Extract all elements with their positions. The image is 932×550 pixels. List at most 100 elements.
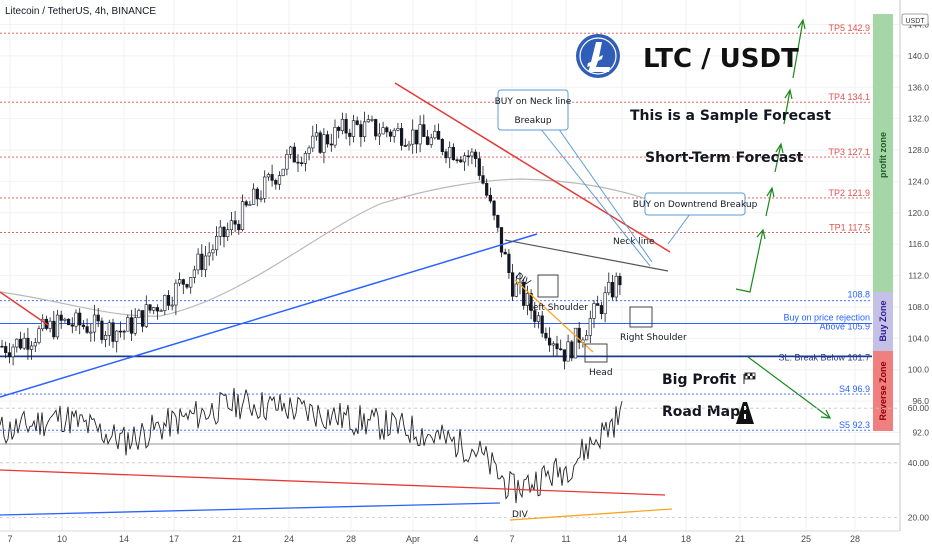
candle-up (170, 304, 174, 307)
level-label-1: TP4 134.1 (828, 92, 870, 102)
candle-up (303, 153, 308, 164)
downtrend-breakup-text: BUY on Downtrend Breakup (633, 200, 758, 210)
neck-breakup-text-2: Breakup (514, 116, 551, 126)
time-tick-label: 7 (509, 534, 514, 544)
candle-up (407, 143, 411, 147)
candle-down (325, 134, 330, 145)
candle-up (392, 129, 396, 137)
right-shoulder-label: Right Shoulder (620, 333, 687, 343)
candle-up (215, 236, 219, 251)
time-tick-label: 18 (681, 534, 691, 544)
candle-up (377, 133, 382, 137)
candle-down (270, 174, 274, 181)
candle-up (33, 342, 37, 347)
candle-down (570, 341, 574, 359)
time-axis[interactable]: 7 10 14 17 21 24 28 Apr 4 7 11 14 18 21 25 28 (7, 534, 860, 544)
early-downtrend-line (0, 291, 49, 326)
currency-badge-text: USDT (905, 18, 925, 25)
candle-up (566, 341, 570, 362)
candle-up (203, 255, 208, 270)
price-tick-label: 92.0 (912, 428, 929, 438)
short-term-note: Short-Term Forecast (645, 150, 804, 166)
candle-down (555, 343, 559, 350)
time-tick-label: 11 (561, 534, 570, 544)
candle-down (244, 201, 248, 206)
candle-down (359, 124, 363, 138)
candle-up (362, 121, 367, 138)
candle-up (314, 132, 319, 137)
time-tick-label: 24 (284, 534, 294, 544)
time-tick-label: 17 (169, 534, 179, 544)
candle-up (174, 282, 178, 306)
rsi-axis[interactable]: 20.00 40.00 60.00 (908, 403, 930, 522)
price-tick-label: 108.0 (908, 302, 930, 312)
candle-up (333, 127, 337, 146)
candle-down (148, 304, 152, 311)
price-tick-label: 128.0 (908, 145, 930, 155)
candle-up (588, 318, 592, 336)
candle-up (192, 269, 197, 278)
rsi-downtrend-line (0, 469, 666, 496)
price-tick-label: 96.0 (912, 396, 929, 406)
candle-up (74, 312, 78, 327)
candle-up (285, 154, 289, 170)
candle-down (510, 272, 515, 297)
candle-down (233, 220, 237, 225)
time-tick-label: 28 (850, 534, 860, 544)
candle-down (374, 119, 378, 137)
candle-up (514, 283, 518, 297)
price-tick-label: 132.0 (908, 114, 930, 124)
candle-down (459, 159, 463, 163)
candle-down (0, 345, 4, 348)
candle-up (107, 322, 111, 336)
reverse-zone-label: Reverse Zone (878, 361, 888, 420)
candle-up (603, 292, 607, 315)
candle-down (81, 324, 85, 327)
candle-up (351, 120, 356, 137)
candle-down (529, 293, 533, 311)
candle-down (492, 200, 496, 216)
candle-up (381, 127, 385, 135)
rsi-pane (0, 387, 900, 518)
candle-down (610, 282, 615, 298)
price-tick-label: 100.0 (908, 365, 930, 375)
candle-up (418, 124, 422, 145)
candle-up (226, 229, 230, 238)
left-shoulder-label: Left Shoulder (528, 303, 588, 313)
candle-down (481, 175, 485, 184)
candle-up (340, 118, 345, 131)
candle-up (366, 119, 370, 123)
time-tick-label: 14 (119, 534, 129, 544)
candle-down (485, 182, 489, 196)
candle-down (540, 315, 544, 334)
candle-down (599, 305, 603, 315)
candle-up (288, 146, 293, 155)
candle-down (78, 312, 82, 326)
candle-up (573, 327, 578, 359)
candle-down (274, 180, 278, 185)
candles (0, 111, 622, 370)
candle-down (559, 348, 563, 351)
candle-up (592, 303, 596, 319)
candle-up (370, 119, 374, 121)
currency-badge[interactable]: USDT (901, 13, 929, 26)
candle-down (466, 155, 470, 158)
time-tick-label: 25 (801, 534, 811, 544)
candle-up (152, 307, 156, 311)
candle-up (189, 277, 193, 288)
div-rsi-label: DIV (512, 510, 529, 520)
candle-up (218, 226, 222, 237)
candle-down (255, 188, 259, 200)
candle-down (348, 132, 352, 137)
candle-down (181, 279, 185, 285)
litecoin-logo-icon (576, 34, 620, 78)
candle-down (292, 146, 296, 163)
candle-down (4, 346, 8, 353)
candle-down (477, 158, 481, 176)
time-tick-label: 4 (473, 534, 478, 544)
candle-up (63, 318, 67, 321)
reverse-zone (873, 351, 893, 431)
candle-up (281, 168, 285, 176)
left-shoulder-box (537, 274, 559, 298)
